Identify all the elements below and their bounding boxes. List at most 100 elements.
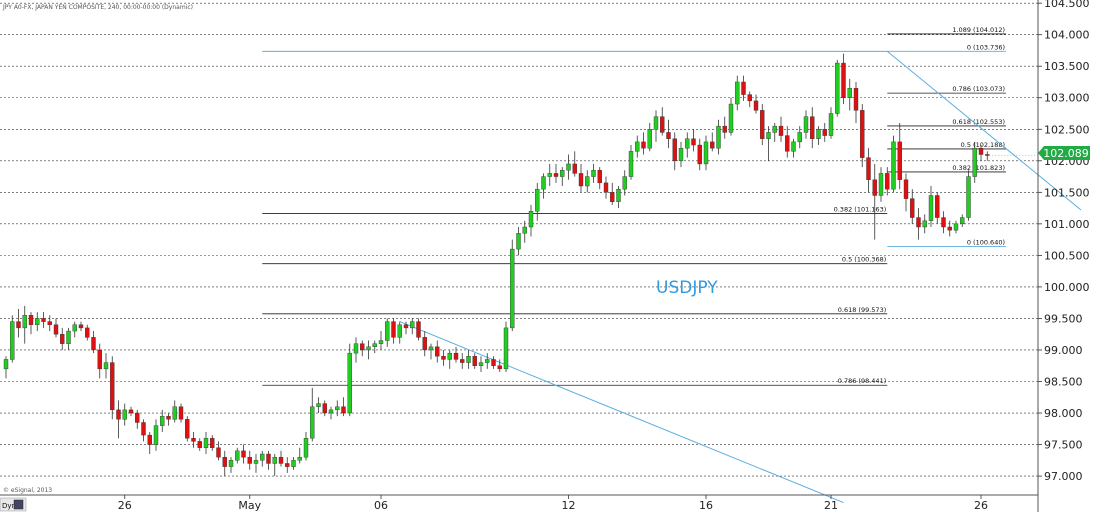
candle-2	[16, 308, 21, 338]
candle-body-99	[622, 176, 627, 190]
candle-67	[422, 331, 427, 357]
candle-body-66	[416, 321, 421, 338]
candle-120	[753, 94, 759, 114]
candle-8	[53, 318, 59, 338]
candle-47	[297, 447, 302, 464]
candle-133	[835, 59, 840, 117]
candle-body-2	[16, 321, 21, 329]
candle-129	[810, 107, 815, 149]
candle-22	[141, 419, 146, 442]
candle-body-28	[178, 406, 184, 420]
candle-body-93	[585, 176, 590, 187]
candle-56	[353, 337, 359, 363]
candle-35	[222, 450, 227, 477]
y-tick-label-12: 103.000	[1044, 92, 1090, 105]
candle-106	[666, 119, 671, 149]
y-tick-label-7: 100.500	[1044, 249, 1090, 262]
candle-body-152	[953, 223, 959, 231]
candle-34	[216, 441, 221, 461]
candle-body-95	[597, 170, 602, 184]
candle-137	[860, 104, 865, 168]
candle-66	[416, 318, 421, 341]
candle-body-35	[222, 456, 227, 467]
candle-body-3	[22, 315, 27, 329]
candle-69	[435, 340, 440, 363]
candle-141	[885, 167, 890, 196]
candle-112	[703, 135, 709, 171]
candle-3	[22, 305, 27, 344]
candle-73	[460, 353, 465, 369]
candle-body-101	[635, 141, 640, 152]
candle-29	[185, 416, 190, 442]
candle-body-85	[535, 188, 540, 212]
y-tick-label-3: 98.500	[1044, 375, 1083, 388]
candle-body-128	[803, 116, 809, 133]
candle-107	[672, 132, 677, 171]
candle-body-117	[735, 81, 740, 105]
candle-body-46	[291, 460, 296, 467]
candle-body-120	[753, 100, 759, 111]
candle-93	[585, 170, 590, 193]
x-tick-label-0: 26	[118, 499, 132, 512]
candle-body-48	[303, 438, 309, 458]
y-tick-label-4: 99.000	[1044, 344, 1083, 357]
candle-body-23	[147, 434, 152, 445]
candle-20	[128, 406, 134, 417]
candle-body-33	[210, 438, 215, 448]
chart-header-title: JPY A0-FX, JAPAN YEN COMPOSITE, 240, 00:…	[2, 4, 193, 11]
candle-body-18	[116, 409, 121, 420]
dyn-icon[interactable]	[13, 499, 24, 510]
candle-36	[228, 457, 234, 473]
candle-21	[135, 409, 140, 429]
candle-body-78	[491, 359, 496, 366]
candle-body-30	[191, 438, 196, 442]
candle-131	[822, 122, 827, 142]
candle-49	[310, 387, 315, 442]
candle-body-11	[72, 324, 77, 332]
candle-body-149	[935, 195, 940, 218]
candle-74	[466, 349, 471, 369]
candle-114	[716, 119, 721, 155]
candle-body-54	[341, 406, 346, 414]
fib-label-4: 0.5 (102.188)	[961, 141, 1005, 149]
candle-body-73	[460, 359, 465, 363]
candle-119	[747, 91, 752, 108]
candle-body-98	[616, 188, 621, 202]
candle-81	[510, 239, 515, 332]
candle-body-13	[85, 327, 90, 338]
candle-30	[191, 431, 196, 448]
candle-body-56	[353, 343, 359, 354]
x-tick-label-5: 21	[824, 499, 838, 512]
x-tick-label-3: 12	[562, 499, 576, 512]
candle-body-74	[466, 356, 471, 363]
candle-body-24	[153, 425, 159, 445]
candle-78	[491, 356, 496, 369]
candle-10	[66, 327, 71, 350]
candle-body-100	[628, 151, 634, 177]
candle-27	[172, 400, 177, 423]
candle-152	[953, 220, 959, 234]
trend-line-1	[886, 50, 1082, 211]
candle-body-87	[547, 173, 552, 177]
candle-111	[697, 138, 702, 171]
candle-body-140	[878, 173, 884, 196]
candle-41	[260, 450, 265, 467]
candle-body-130	[816, 129, 821, 139]
candle-body-105	[660, 116, 665, 133]
candle-128	[803, 110, 809, 139]
candle-body-63	[397, 324, 402, 338]
candle-body-135	[847, 88, 852, 98]
candle-127	[797, 126, 802, 149]
candle-146	[916, 208, 921, 240]
candle-body-88	[553, 173, 559, 177]
candle-body-144	[903, 179, 909, 199]
candle-body-126	[791, 141, 796, 152]
candle-156	[978, 145, 984, 161]
candle-97	[610, 182, 615, 205]
candle-body-97	[610, 192, 615, 202]
candle-9	[60, 327, 65, 350]
y-tick-label-5: 99.500	[1044, 312, 1083, 325]
candle-98	[616, 186, 621, 209]
dyn-label: Dyn	[2, 502, 16, 510]
candle-19	[122, 403, 127, 426]
